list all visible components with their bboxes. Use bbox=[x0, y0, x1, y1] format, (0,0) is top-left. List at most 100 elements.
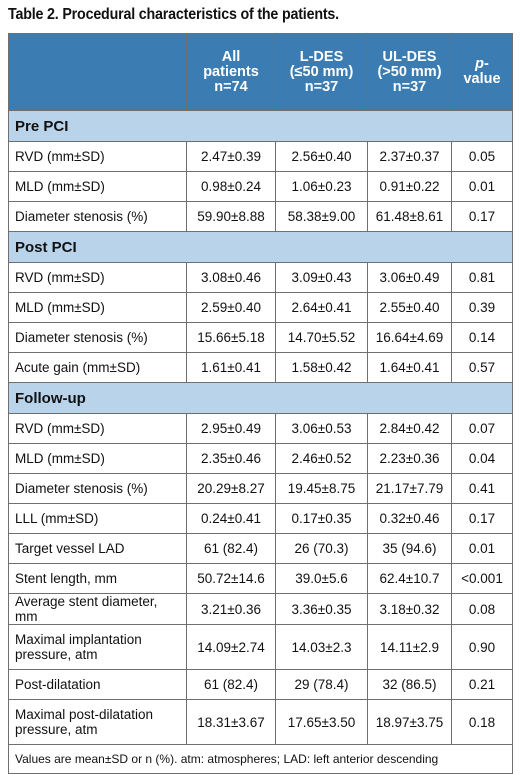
cell-uldes: 14.11±2.9 bbox=[367, 624, 452, 670]
cell-all: 3.08±0.46 bbox=[186, 262, 276, 293]
header-empty bbox=[8, 33, 187, 111]
row-label: MLD (mm±SD) bbox=[8, 171, 187, 202]
table-body: Pre PCI RVD (mm±SD) 2.47±0.39 2.56±0.40 2.37… bbox=[8, 110, 513, 774]
cell-uldes: 0.32±0.46 bbox=[367, 503, 452, 534]
row-label: Acute gain (mm±SD) bbox=[8, 352, 187, 383]
cell-p: 0.01 bbox=[451, 171, 513, 202]
cell-ldes: 14.03±2.3 bbox=[275, 624, 368, 670]
cell-uldes: 2.23±0.36 bbox=[367, 443, 452, 474]
cell-p: 0.57 bbox=[451, 352, 513, 383]
row-label: Diameter stenosis (%) bbox=[8, 473, 187, 504]
cell-ldes: 14.70±5.52 bbox=[275, 322, 368, 353]
cell-uldes: 21.17±7.79 bbox=[367, 473, 452, 504]
table-row: Diameter stenosis (%) 59.90±8.88 58.38±9.0… bbox=[8, 201, 513, 232]
cell-p: 0.14 bbox=[451, 322, 513, 353]
cell-uldes: 35 (94.6) bbox=[367, 533, 452, 564]
row-label-line: Maximal implantation bbox=[15, 632, 142, 647]
row-label: Stent length, mm bbox=[8, 563, 187, 594]
table-row: MLD (mm±SD) 0.98±0.24 1.06±0.23 0.91±0.22 0.… bbox=[8, 171, 513, 202]
row-label: MLD (mm±SD) bbox=[8, 292, 187, 323]
header-ldes-range: (≤50 mm) bbox=[289, 63, 354, 80]
table-row: MLD (mm±SD) 2.35±0.46 2.46±0.52 2.23±0.36 0.… bbox=[8, 443, 513, 474]
cell-all: 3.21±0.36 bbox=[186, 593, 276, 625]
table-row: MLD (mm±SD) 2.59±0.40 2.64±0.41 2.55±0.40 0.… bbox=[8, 292, 513, 323]
row-label-line: pressure, atm bbox=[15, 722, 98, 737]
cell-uldes: 2.37±0.37 bbox=[367, 141, 452, 172]
section-row: Pre PCI bbox=[8, 110, 513, 142]
cell-p: 0.39 bbox=[451, 292, 513, 323]
row-label: RVD (mm±SD) bbox=[8, 262, 187, 293]
cell-uldes: 0.91±0.22 bbox=[367, 171, 452, 202]
section-title: Pre PCI bbox=[8, 110, 513, 142]
row-label: Maximal post-dilatation pressure, atm bbox=[8, 699, 187, 745]
cell-ldes: 58.38±9.00 bbox=[275, 201, 368, 232]
cell-ldes: 3.06±0.53 bbox=[275, 413, 368, 444]
cell-uldes: 61.48±8.61 bbox=[367, 201, 452, 232]
row-label: RVD (mm±SD) bbox=[8, 141, 187, 172]
cell-ldes: 1.58±0.42 bbox=[275, 352, 368, 383]
cell-all: 59.90±8.88 bbox=[186, 201, 276, 232]
cell-ldes: 19.45±8.75 bbox=[275, 473, 368, 504]
header-uldes: UL-DES (>50 mm) n=37 bbox=[367, 33, 452, 111]
cell-all: 61 (82.4) bbox=[186, 669, 276, 700]
row-label-line: Maximal post-dilatation bbox=[15, 707, 154, 722]
cell-all: 61 (82.4) bbox=[186, 533, 276, 564]
cell-ldes: 17.65±3.50 bbox=[275, 699, 368, 745]
table-row: Diameter stenosis (%) 20.29±8.27 19.45±8.7… bbox=[8, 473, 513, 504]
cell-p: <0.001 bbox=[451, 563, 513, 594]
cell-all: 15.66±5.18 bbox=[186, 322, 276, 353]
section-title: Post PCI bbox=[8, 231, 513, 263]
cell-uldes: 2.55±0.40 bbox=[367, 292, 452, 323]
table-row: Maximal post-dilatation pressure, atm 18.3… bbox=[8, 699, 513, 745]
header-p-value: p-value bbox=[451, 33, 513, 111]
cell-all: 0.24±0.41 bbox=[186, 503, 276, 534]
header-ldes: L-DES (≤50 mm) n=37 bbox=[275, 33, 368, 111]
table-row: Average stent diameter, mm 3.21±0.36 3.36±… bbox=[8, 593, 513, 625]
cell-all: 14.09±2.74 bbox=[186, 624, 276, 670]
cell-uldes: 2.84±0.42 bbox=[367, 413, 452, 444]
cell-ldes: 29 (78.4) bbox=[275, 669, 368, 700]
header-p-rest: -value bbox=[463, 56, 501, 87]
cell-p: 0.05 bbox=[451, 141, 513, 172]
header-all-label: All patients bbox=[203, 48, 259, 80]
table-row: Post-dilatation 61 (82.4) 29 (78.4) 32 (86.… bbox=[8, 669, 513, 700]
row-label: Diameter stenosis (%) bbox=[8, 322, 187, 353]
cell-uldes: 16.64±4.69 bbox=[367, 322, 452, 353]
cell-p: 0.21 bbox=[451, 669, 513, 700]
header-all-patients: All patients n=74 bbox=[186, 33, 276, 111]
row-label: LLL (mm±SD) bbox=[8, 503, 187, 534]
cell-all: 2.59±0.40 bbox=[186, 292, 276, 323]
cell-all: 2.95±0.49 bbox=[186, 413, 276, 444]
cell-uldes: 18.97±3.75 bbox=[367, 699, 452, 745]
cell-p: 0.17 bbox=[451, 201, 513, 232]
footnote: Values are mean±SD or n (%). atm: atmosp… bbox=[8, 744, 513, 774]
cell-uldes: 32 (86.5) bbox=[367, 669, 452, 700]
footnote-row: Values are mean±SD or n (%). atm: atmosp… bbox=[8, 744, 513, 774]
section-row: Post PCI bbox=[8, 231, 513, 263]
row-label: Diameter stenosis (%) bbox=[8, 201, 187, 232]
cell-all: 0.98±0.24 bbox=[186, 171, 276, 202]
header-uldes-range: (>50 mm) bbox=[377, 63, 442, 80]
table-row: LLL (mm±SD) 0.24±0.41 0.17±0.35 0.32±0.46 0.… bbox=[8, 503, 513, 534]
header-p-italic: p bbox=[475, 56, 484, 72]
header-ldes-n: n=37 bbox=[304, 78, 339, 95]
cell-ldes: 3.09±0.43 bbox=[275, 262, 368, 293]
cell-p: 0.41 bbox=[451, 473, 513, 504]
row-label: RVD (mm±SD) bbox=[8, 413, 187, 444]
header-all-n: n=74 bbox=[214, 78, 248, 95]
cell-p: 0.04 bbox=[451, 443, 513, 474]
cell-p: 0.17 bbox=[451, 503, 513, 534]
table-title: Table 2. Procedural characteristics of t… bbox=[8, 6, 339, 23]
cell-p: 0.90 bbox=[451, 624, 513, 670]
cell-p: 0.81 bbox=[451, 262, 513, 293]
cell-ldes: 2.46±0.52 bbox=[275, 443, 368, 474]
cell-all: 20.29±8.27 bbox=[186, 473, 276, 504]
table-row: RVD (mm±SD) 2.47±0.39 2.56±0.40 2.37±0.37 0.… bbox=[8, 141, 513, 172]
section-title: Follow-up bbox=[8, 382, 513, 414]
row-label: Post-dilatation bbox=[8, 669, 187, 700]
table-row: Diameter stenosis (%) 15.66±5.18 14.70±5.5… bbox=[8, 322, 513, 353]
cell-ldes: 39.0±5.6 bbox=[275, 563, 368, 594]
cell-uldes: 3.18±0.32 bbox=[367, 593, 452, 625]
row-label: MLD (mm±SD) bbox=[8, 443, 187, 474]
table-row: RVD (mm±SD) 2.95±0.49 3.06±0.53 2.84±0.42 0.… bbox=[8, 413, 513, 444]
